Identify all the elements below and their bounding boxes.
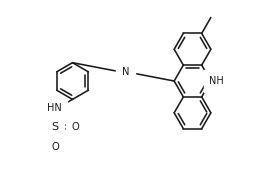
Text: O: O <box>72 122 79 132</box>
Text: NH: NH <box>210 76 224 86</box>
Text: O: O <box>51 142 59 152</box>
Text: N: N <box>122 67 129 77</box>
Text: HN: HN <box>47 103 61 113</box>
Text: S: S <box>52 122 59 132</box>
